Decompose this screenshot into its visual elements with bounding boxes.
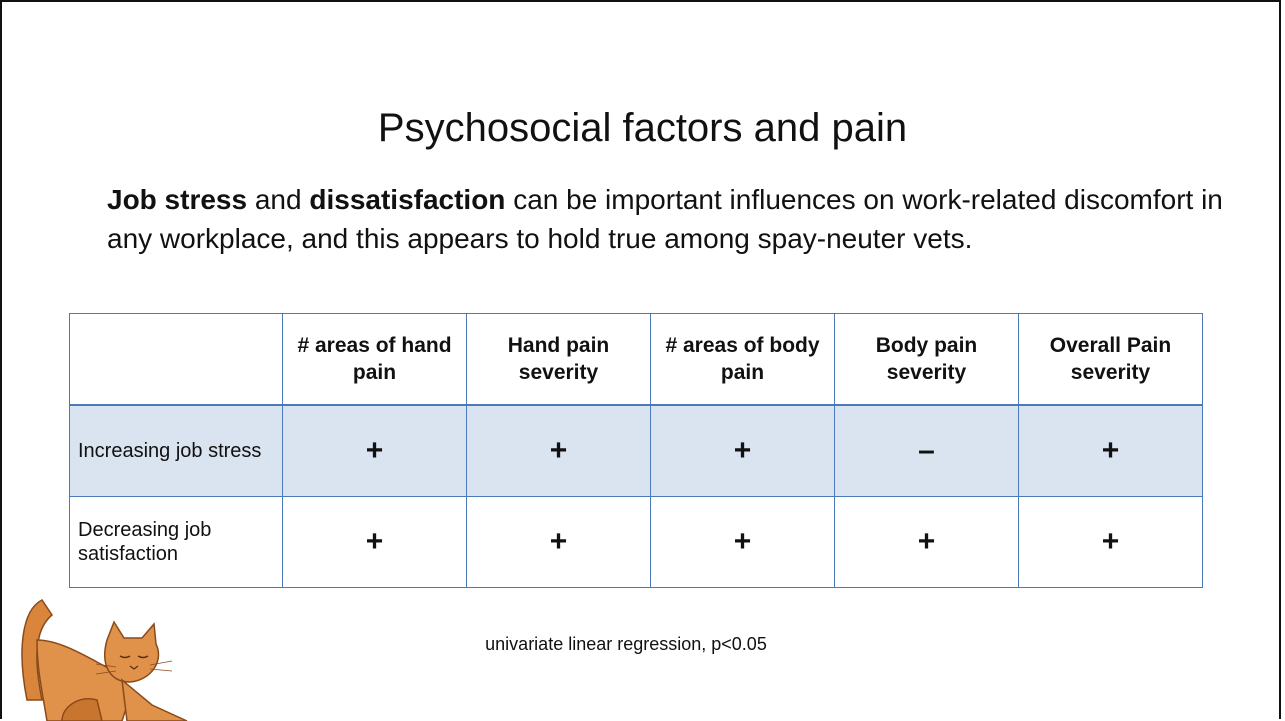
effect-cell: + xyxy=(282,404,467,497)
footnote: univariate linear regression, p<0.05 xyxy=(485,634,767,654)
effect-cell: + xyxy=(466,404,651,497)
corner-cell xyxy=(69,313,283,406)
header-row: # areas of hand pain Hand pain severity # … xyxy=(69,313,1203,406)
slide-title: Psychosocial factors and pain xyxy=(377,106,908,150)
results-table: # areas of hand pain Hand pain severity # … xyxy=(69,313,1203,588)
effect-cell: + xyxy=(282,496,467,588)
effect-cell: + xyxy=(650,496,835,588)
body-text: Job stress and dissatisfaction can be im… xyxy=(107,180,1237,258)
bold-text: Job stress xyxy=(107,184,248,215)
table-row: Increasing job stress + + + – + xyxy=(69,404,1203,497)
column-header: Hand pain severity xyxy=(466,313,651,406)
text-run: can be important influences on work-rela… xyxy=(107,184,1223,254)
effect-cell: – xyxy=(834,404,1019,497)
row-label: Increasing job stress xyxy=(69,404,283,497)
column-header: # areas of body pain xyxy=(650,313,835,406)
bold-text: dissatisfaction xyxy=(309,184,506,215)
cat-illustration xyxy=(21,599,188,721)
column-header: Overall Pain severity xyxy=(1018,313,1203,406)
effect-cell: + xyxy=(834,496,1019,588)
text-run: and xyxy=(247,184,310,215)
effect-cell: + xyxy=(466,496,651,588)
column-header: # areas of hand pain xyxy=(282,313,467,406)
row-label: Decreasing job satisfaction xyxy=(69,496,283,588)
column-header: Body pain severity xyxy=(834,313,1019,406)
effect-cell: + xyxy=(1018,404,1203,497)
table-row: Decreasing job satisfaction + + + + + xyxy=(69,496,1203,588)
effect-cell: + xyxy=(1018,496,1203,588)
effect-cell: + xyxy=(650,404,835,497)
